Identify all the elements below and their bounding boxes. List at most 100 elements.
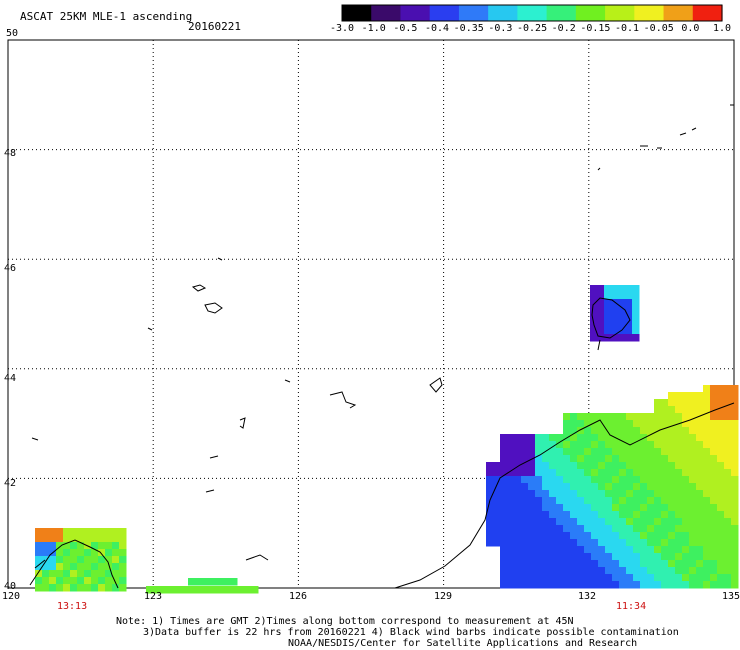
field-cell xyxy=(612,511,620,519)
field-cell xyxy=(612,420,620,428)
field-cell xyxy=(528,483,536,491)
field-cell xyxy=(724,476,732,484)
field-cell xyxy=(675,448,683,456)
field-cell xyxy=(188,578,196,586)
field-cell xyxy=(521,553,529,561)
field-cell xyxy=(591,525,599,533)
coastline-segment xyxy=(679,132,687,136)
field-cell xyxy=(696,462,704,470)
field-cell xyxy=(493,497,501,505)
field-cell xyxy=(507,560,515,568)
lat-label-40: 40 xyxy=(4,581,17,592)
field-cell xyxy=(584,511,592,519)
field-cell xyxy=(56,549,64,557)
field-cell xyxy=(654,490,662,498)
field-cell xyxy=(528,490,536,498)
field-cell xyxy=(724,581,732,589)
map-frame xyxy=(7,39,735,589)
field-cell xyxy=(597,306,605,314)
field-cell xyxy=(703,399,711,407)
field-cell xyxy=(619,511,627,519)
field-cell xyxy=(493,504,501,512)
field-cell xyxy=(626,455,634,463)
field-cell xyxy=(507,434,515,442)
field-cell xyxy=(91,556,99,564)
field-cell xyxy=(731,483,739,491)
field-cell xyxy=(724,413,732,421)
field-cell xyxy=(724,399,732,407)
field-cell xyxy=(717,406,725,414)
field-cell xyxy=(577,441,585,449)
field-cell xyxy=(632,320,640,328)
field-cell xyxy=(528,532,536,540)
field-cell xyxy=(611,306,619,314)
field-cell xyxy=(598,441,606,449)
field-cell xyxy=(584,448,592,456)
field-cell xyxy=(619,504,627,512)
field-cell xyxy=(612,553,620,561)
field-cell xyxy=(696,532,704,540)
field-cell xyxy=(507,511,515,519)
field-cell xyxy=(528,518,536,526)
field-cell xyxy=(63,556,71,564)
field-cell xyxy=(535,567,543,575)
field-cell xyxy=(724,560,732,568)
field-cell xyxy=(598,539,606,547)
field-cell xyxy=(98,584,106,592)
field-cell xyxy=(647,567,655,575)
field-cell xyxy=(584,483,592,491)
field-cell xyxy=(703,469,711,477)
coastline-segment xyxy=(34,559,46,569)
field-cell xyxy=(188,586,196,594)
field-cell xyxy=(577,462,585,470)
field-cell xyxy=(626,574,634,582)
field-cell xyxy=(654,546,662,554)
field-cell xyxy=(675,441,683,449)
field-cell xyxy=(682,476,690,484)
field-cell xyxy=(577,567,585,575)
field-cell xyxy=(605,434,613,442)
field-cell xyxy=(632,292,640,300)
field-cell xyxy=(612,497,620,505)
field-cell xyxy=(251,586,259,594)
field-cell xyxy=(626,504,634,512)
field-cell xyxy=(710,574,718,582)
field-cell xyxy=(668,434,676,442)
field-cell xyxy=(633,469,641,477)
field-cell xyxy=(640,476,648,484)
field-cell xyxy=(584,462,592,470)
field-cell xyxy=(209,578,217,586)
field-cell xyxy=(703,483,711,491)
field-cell xyxy=(542,574,550,582)
field-cell xyxy=(633,511,641,519)
coastline-segment xyxy=(429,377,443,393)
field-cell xyxy=(542,497,550,505)
field-cell xyxy=(724,469,732,477)
field-cell xyxy=(70,563,78,571)
field-cell xyxy=(521,567,529,575)
field-cell xyxy=(612,455,620,463)
field-cell xyxy=(521,511,529,519)
field-cell xyxy=(56,577,64,585)
field-cell xyxy=(605,483,613,491)
field-cell xyxy=(49,556,57,564)
field-cell xyxy=(549,532,557,540)
field-cell xyxy=(710,483,718,491)
field-cell xyxy=(710,434,718,442)
field-cell xyxy=(605,469,613,477)
field-cell xyxy=(717,434,725,442)
field-cell xyxy=(717,469,725,477)
field-cell xyxy=(675,427,683,435)
field-cell xyxy=(35,542,43,550)
field-cell xyxy=(35,570,43,578)
field-cell xyxy=(675,476,683,484)
product-date: 20160221 xyxy=(188,20,241,33)
field-cell xyxy=(703,539,711,547)
field-cell xyxy=(549,504,557,512)
field-cell xyxy=(626,511,634,519)
field-cell xyxy=(618,313,626,321)
field-cell xyxy=(563,476,571,484)
field-cell xyxy=(549,434,557,442)
field-cell xyxy=(675,560,683,568)
field-cell xyxy=(689,574,697,582)
